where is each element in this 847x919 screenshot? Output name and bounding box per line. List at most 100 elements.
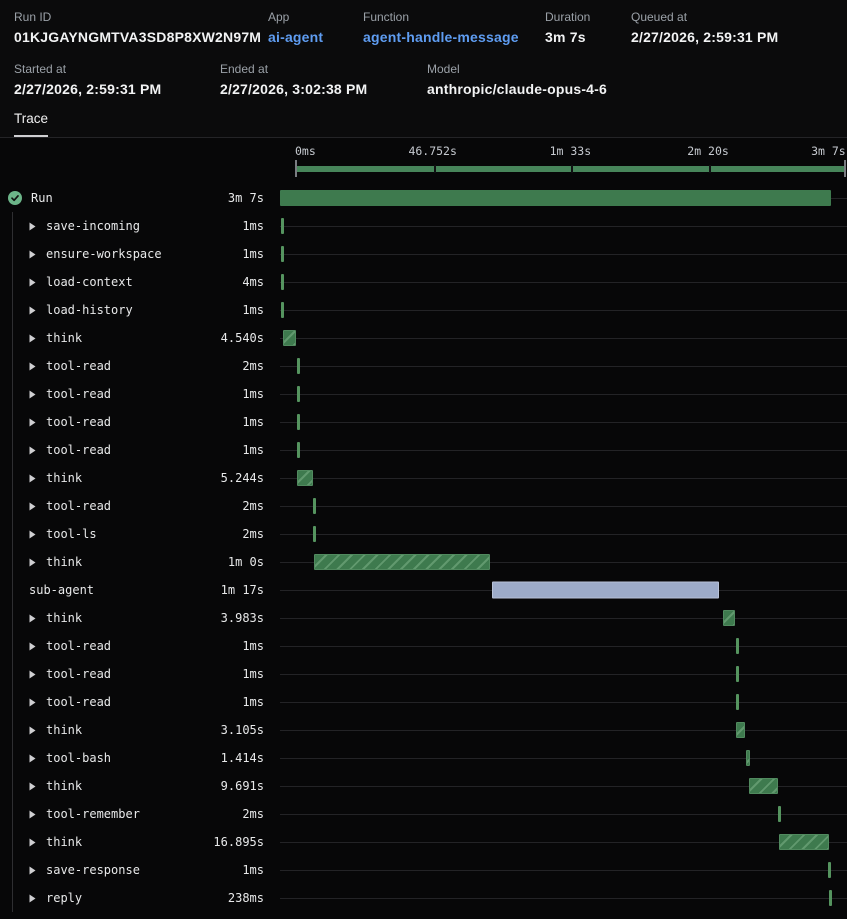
axis-end-tick [844,160,846,177]
expand-chevron-right-icon[interactable] [29,334,36,343]
trace-row-think[interactable]: think 3.105s [0,716,847,744]
span-bar-tick[interactable] [296,386,300,402]
trace-row-think[interactable]: think 4.540s [0,324,847,352]
expand-chevron-right-icon[interactable] [29,250,36,259]
span-bar-tick[interactable] [281,246,285,262]
span-bar-tick[interactable] [735,638,739,654]
expand-chevron-right-icon[interactable] [29,726,36,735]
trace-row-ensure-workspace[interactable]: ensure-workspace 1ms [0,240,847,268]
expand-chevron-right-icon[interactable] [29,810,36,819]
span-bar-tick[interactable] [313,526,317,542]
span-timeline-lane [280,408,847,436]
span-bar-tick[interactable] [735,666,739,682]
trace-row-tool-read[interactable]: tool-read 2ms [0,492,847,520]
expand-chevron-right-icon[interactable] [29,642,36,651]
expand-chevron-right-icon[interactable] [29,838,36,847]
span-bar-hatched[interactable] [313,554,491,570]
span-bar-tick[interactable] [281,274,285,290]
span-bar-tick[interactable] [778,806,782,822]
expand-chevron-right-icon[interactable] [29,474,36,483]
span-bar-hatched[interactable] [749,778,778,794]
span-bar-tick[interactable] [280,218,284,234]
expand-chevron-right-icon[interactable] [29,446,36,455]
span-bar-tick[interactable] [313,498,317,514]
expand-chevron-right-icon[interactable] [29,278,36,287]
expand-chevron-right-icon[interactable] [29,502,36,511]
expand-chevron-right-icon[interactable] [29,222,36,231]
field-value: 2/27/2026, 2:59:31 PM [14,81,162,97]
expand-chevron-right-icon[interactable] [29,418,36,427]
trace-row-save-response[interactable]: save-response 1ms [0,856,847,884]
trace-row-load-context[interactable]: load-context 4ms [0,268,847,296]
span-bar-tick[interactable] [735,694,739,710]
span-bar-tick[interactable] [281,302,285,318]
span-bar-tick[interactable] [297,414,301,430]
axis-tick-label: 0ms [295,144,316,158]
span-duration: 2ms [242,499,264,513]
axis-tick-label: 1m 33s [549,144,592,158]
trace-row-load-history[interactable]: load-history 1ms [0,296,847,324]
expand-chevron-right-icon[interactable] [29,782,36,791]
span-bar-hatched[interactable] [778,834,829,850]
span-bar-tick[interactable] [828,890,832,906]
timeline-minimap[interactable] [296,165,846,173]
trace-row-save-incoming[interactable]: save-incoming 1ms [0,212,847,240]
trace-row-tool-read[interactable]: tool-read 1ms [0,380,847,408]
trace-row-think[interactable]: think 9.691s [0,772,847,800]
span-bar-hatched[interactable] [745,750,750,766]
span-bar-tick[interactable] [828,862,832,878]
trace-row-tool-remember[interactable]: tool-remember 2ms [0,800,847,828]
expand-chevron-right-icon[interactable] [29,390,36,399]
span-bar-tick[interactable] [296,358,300,374]
span-tree-cell: load-context [0,275,190,289]
field-value-link[interactable]: ai-agent [268,29,324,45]
span-name: reply [46,891,83,905]
span-bar-subagent[interactable] [492,581,720,599]
trace-row-reply[interactable]: reply 238ms [0,884,847,912]
expand-chevron-right-icon[interactable] [29,306,36,315]
trace-row-think[interactable]: think 5.244s [0,464,847,492]
span-timeline-lane [280,604,847,632]
trace-row-tool-ls[interactable]: tool-ls 2ms [0,520,847,548]
trace-row-tool-read[interactable]: tool-read 1ms [0,632,847,660]
timeline-header: 0ms 46.752s 1m 33s 2m 20s 3m 7s [0,138,847,184]
span-bar-hatched[interactable] [282,330,296,346]
trace-row-think[interactable]: think 1m 0s [0,548,847,576]
expand-chevron-right-icon[interactable] [29,894,36,903]
trace-row-tool-read[interactable]: tool-read 1ms [0,688,847,716]
field-run-id: Run ID 01KJGAYNGMTVA3SD8P8XW2N97M [14,10,261,46]
tab-trace[interactable]: Trace [14,111,49,137]
trace-row-tool-read[interactable]: tool-read 1ms [0,408,847,436]
expand-chevron-right-icon[interactable] [29,866,36,875]
expand-chevron-right-icon[interactable] [29,614,36,623]
field-label: Duration [545,10,591,24]
span-tree-cell: think [0,611,190,625]
trace-row-think[interactable]: think 3.983s [0,604,847,632]
trace-row-tool-read[interactable]: tool-read 1ms [0,436,847,464]
expand-chevron-right-icon[interactable] [29,558,36,567]
span-bar-tick[interactable] [297,442,301,458]
span-timeline-lane [280,268,847,296]
trace-row-tool-read[interactable]: tool-read 1ms [0,660,847,688]
expand-chevron-right-icon[interactable] [29,670,36,679]
expand-chevron-right-icon[interactable] [29,698,36,707]
trace-row-tool-bash[interactable]: tool-bash 1.414s [0,744,847,772]
span-duration: 1ms [242,639,264,653]
trace-row-Run[interactable]: Run 3m 7s [0,184,847,212]
span-duration: 1m 0s [227,555,264,569]
expand-chevron-right-icon[interactable] [29,754,36,763]
span-bar-hatched[interactable] [722,610,735,626]
span-duration: 4ms [242,275,264,289]
span-tree-cell: tool-read [0,415,190,429]
field-ended-at: Ended at 2/27/2026, 3:02:38 PM [220,62,367,98]
expand-chevron-right-icon[interactable] [29,530,36,539]
span-bar-hatched[interactable] [297,470,313,486]
trace-row-sub-agent[interactable]: sub-agent 1m 17s [0,576,847,604]
trace-row-think[interactable]: think 16.895s [0,828,847,856]
expand-chevron-right-icon[interactable] [29,362,36,371]
span-bar-hatched[interactable] [736,722,746,738]
trace-row-tool-read[interactable]: tool-read 2ms [0,352,847,380]
span-bar-root[interactable] [280,190,831,206]
span-timeline-lane [280,660,847,688]
field-value-link[interactable]: agent-handle-message [363,29,519,45]
